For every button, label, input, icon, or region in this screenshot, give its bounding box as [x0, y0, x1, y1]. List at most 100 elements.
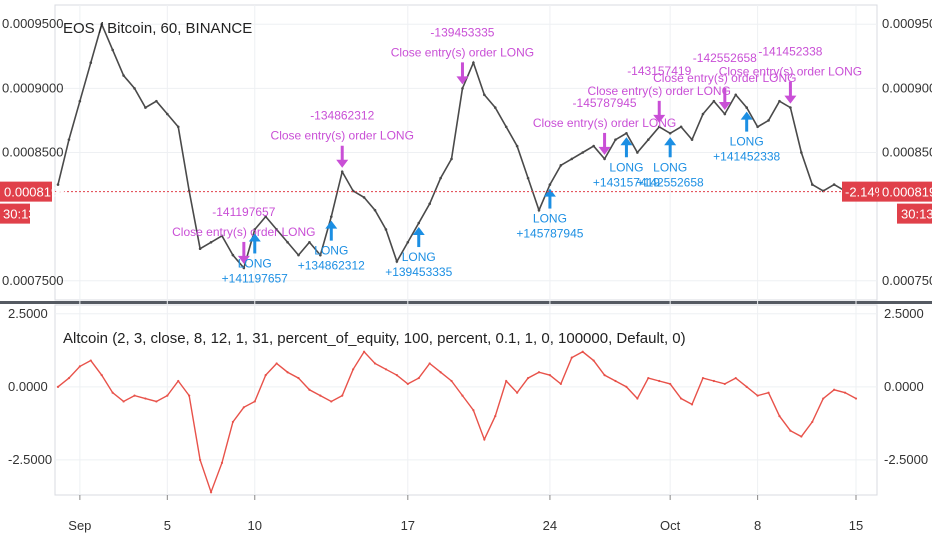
indicator-point [242, 406, 245, 409]
price-point [111, 48, 114, 52]
pane-separator[interactable] [0, 301, 932, 304]
indicator-point [362, 350, 366, 353]
indicator-point [89, 359, 92, 362]
long-signal-label: LONG [238, 256, 272, 270]
indicator-point [701, 376, 705, 380]
price-point [439, 176, 442, 180]
x-tick-label: Oct [660, 518, 681, 533]
indicator-point [745, 385, 748, 388]
x-tick-label: 5 [164, 518, 171, 533]
indicator-y-tick-label-left: -2.5000 [8, 452, 52, 467]
indicator-point [395, 374, 398, 377]
price-point [340, 170, 344, 174]
indicator-point [537, 371, 541, 374]
indicator-line [57, 350, 857, 495]
indicator-point [56, 385, 60, 388]
change-badge-text: -2.14% [845, 185, 887, 200]
indicator-point [603, 374, 606, 377]
right-price-badge: -2.14% 0.0008195 30:13 [842, 181, 932, 224]
close-arrow-head [718, 102, 731, 111]
indicator-point [275, 362, 278, 365]
price-point [67, 138, 71, 141]
indicator-point [669, 382, 672, 386]
long-signal-qty: +141452338 [713, 150, 780, 164]
long-signal-qty: +134862312 [298, 259, 365, 273]
close-arrow-head [653, 114, 666, 123]
price-point [144, 106, 147, 109]
close-signal-qty: -141197657 [212, 205, 275, 219]
x-tick-label: 8 [754, 518, 761, 533]
close-signal-label: Close entry(s) order LONG [653, 71, 796, 85]
indicator-point [636, 397, 639, 400]
price-point [384, 228, 388, 231]
price-point [253, 228, 257, 231]
price-point [767, 119, 770, 122]
price-point [176, 125, 180, 129]
right-price-badge-text: 0.0008195 [882, 185, 932, 200]
left-price-badge-text: 0.0008195 [4, 185, 65, 200]
axis-labels: 0.0009500 0.0009500 0.0009000 0.0009000 0.00… [2, 16, 932, 533]
indicator-point [614, 379, 617, 383]
price-y-tick-label-right: 0.0007500 [882, 273, 932, 288]
price-point [155, 99, 158, 103]
price-point [548, 183, 552, 186]
price-point [275, 228, 278, 231]
price-y-tick-label-left: 0.0009000 [2, 80, 63, 95]
right-price-badge-box [879, 181, 932, 202]
indicator-point [647, 376, 650, 380]
x-tick-label: 15 [849, 518, 863, 533]
indicator-point [811, 420, 814, 424]
indicator-point [308, 388, 311, 391]
price-point [712, 99, 716, 103]
grid-lines [55, 5, 877, 495]
long-signal-label: LONG [402, 250, 436, 264]
price-point [483, 93, 486, 97]
price-point [679, 125, 683, 129]
long-signal-label: LONG [314, 244, 348, 258]
price-point [625, 131, 628, 135]
close-signal-label: Close entry(s) order LONG [588, 84, 731, 98]
close-signal-qty: -143157419 [627, 64, 691, 78]
price-point [198, 247, 202, 250]
indicator-point [734, 376, 737, 380]
left-price-badge: 0.0008195 30:13 [0, 181, 65, 224]
long-signal-qty: +143157419 [593, 175, 660, 189]
close-arrow-head [784, 95, 797, 104]
long-signal-label: LONG [609, 160, 643, 174]
indicator-y-tick-label-right: -2.5000 [884, 452, 928, 467]
price-point [56, 183, 60, 186]
indicator-point [592, 359, 595, 362]
indicator-point [854, 397, 858, 400]
indicator-point [373, 362, 377, 365]
long-signal-qty: +141197657 [222, 271, 289, 285]
indicator-point [67, 376, 71, 380]
price-point [636, 151, 639, 154]
long-signal-label: LONG [653, 160, 687, 174]
indicator-point [789, 429, 792, 432]
left-countdown-text: 30:13 [3, 207, 36, 222]
indicator-point [406, 382, 409, 386]
indicator-point [144, 397, 147, 400]
indicator-point [253, 400, 256, 403]
long-arrow-head [740, 111, 753, 120]
indicator-point [286, 371, 289, 374]
indicator-point [297, 376, 300, 380]
indicator-y-tick-label-right: 2.5000 [884, 306, 924, 321]
indicator-point [756, 394, 759, 397]
indicator-chart-title: Altcoin (2, 3, close, 8, 12, 1, 31, perc… [63, 330, 686, 347]
price-point [789, 106, 792, 109]
close-signal-label: Close entry(s) order LONG [271, 129, 414, 143]
price-point [559, 164, 563, 167]
indicator-point [111, 391, 114, 394]
price-y-tick-label-left: 0.0007500 [2, 273, 63, 288]
price-y-tick-label-right: 0.0008500 [882, 145, 932, 160]
price-point [657, 125, 661, 129]
price-point [417, 221, 421, 225]
close-arrow-head [237, 255, 250, 264]
indicator-point [384, 368, 388, 371]
indicator-point [690, 403, 694, 406]
price-point [286, 240, 289, 244]
price-point [373, 208, 377, 212]
price-point [122, 74, 125, 77]
